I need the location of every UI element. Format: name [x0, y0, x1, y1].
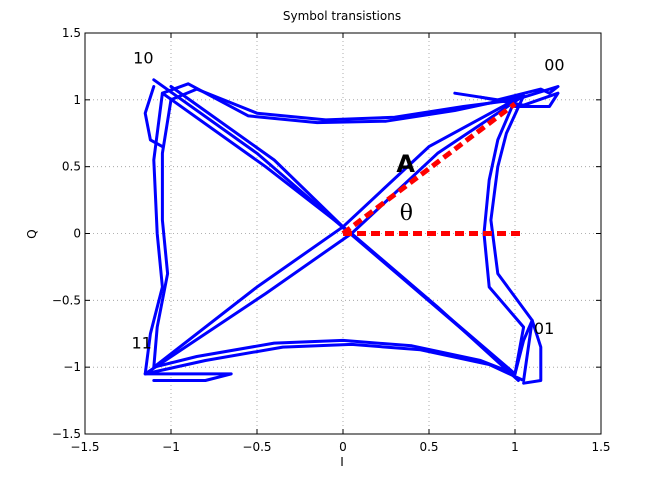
amplitude-vector — [341, 101, 517, 236]
trajectory-trace-10 — [479, 91, 560, 108]
symbol-label: 11 — [131, 333, 151, 352]
y-tick-label: 1 — [73, 93, 81, 107]
trajectory-trace-7 — [143, 372, 233, 382]
axis-ticks: −1.5 −1 −0.5 0 0.5 1 1.5 −1.5 −1 −0.5 0 0.5 1 1.5 — [52, 26, 611, 454]
trajectory-trace-5 — [152, 78, 508, 369]
x-tick-label: 1.5 — [591, 440, 610, 454]
x-tick-label: 0 — [339, 440, 347, 454]
trajectory-trace-1 — [152, 87, 526, 376]
y-tick-label: 1.5 — [62, 26, 81, 40]
y-tick-label: −0.5 — [52, 293, 81, 307]
x-tick-label: 1 — [511, 440, 519, 454]
vector-lines — [341, 101, 524, 236]
trajectory-trace-8 — [513, 318, 543, 385]
y-tick-label: 0.5 — [62, 160, 81, 174]
x-tick-label: −0.5 — [242, 440, 271, 454]
x-axis-label: I — [340, 455, 344, 469]
annotations: 00 10 11 01 Aθ — [131, 49, 564, 353]
y-axis-label: Q — [25, 229, 39, 238]
chart-title: Symbol transistions — [283, 9, 401, 23]
x-tick-label: −1 — [162, 440, 180, 454]
symbol-label: 01 — [534, 319, 554, 338]
x-tick-label: −1.5 — [70, 440, 99, 454]
y-tick-label: 0 — [73, 227, 81, 241]
y-tick-label: −1 — [63, 360, 81, 374]
trajectory-trace-6 — [143, 85, 164, 149]
x-tick-label: 0.5 — [419, 440, 438, 454]
angle-label: θ — [400, 201, 413, 226]
amplitude-label: A — [396, 150, 415, 178]
symbol-label: 10 — [133, 49, 153, 68]
symbol-label: 00 — [544, 55, 564, 74]
trajectory-traces — [143, 78, 560, 385]
trajectory-trace-2 — [143, 82, 534, 382]
y-tick-label: −1.5 — [52, 427, 81, 441]
